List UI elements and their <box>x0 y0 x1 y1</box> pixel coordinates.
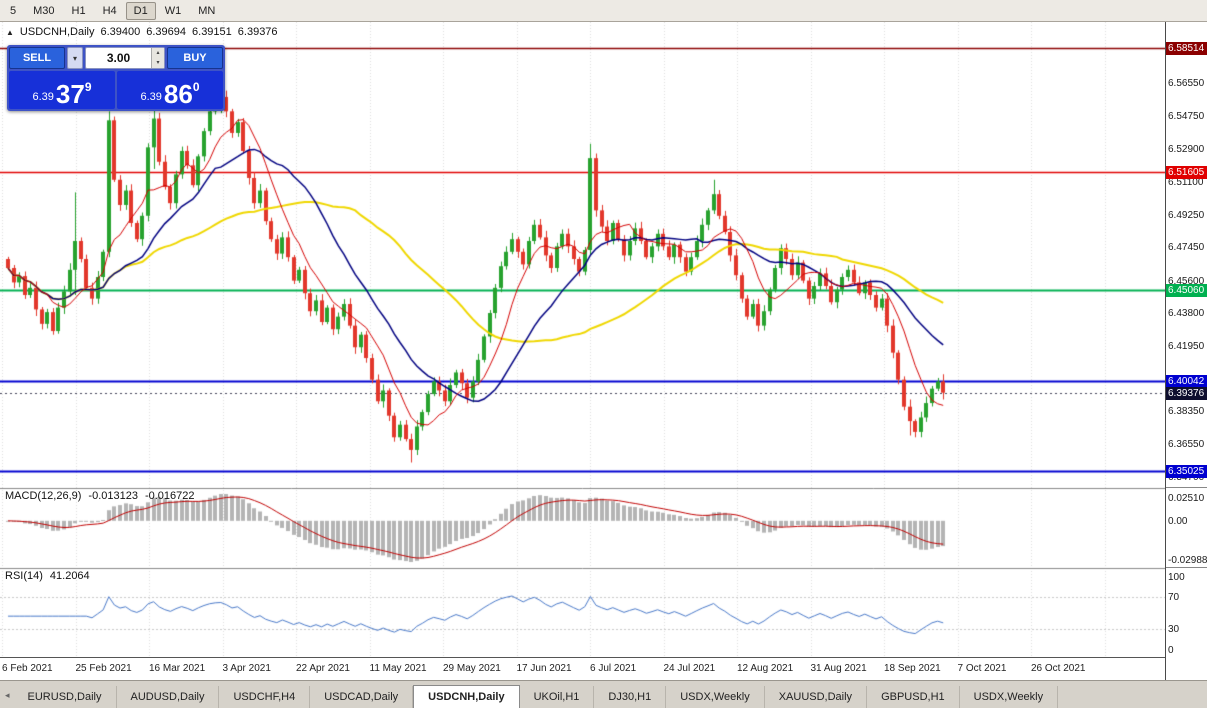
chart-tab-gbpusd-h1[interactable]: GBPUSD,H1 <box>867 686 960 708</box>
chart-tab-audusd-daily[interactable]: AUDUSD,Daily <box>117 686 220 708</box>
axis-tick-label: -0.02988 <box>1168 555 1207 566</box>
ask-prefix: 6.39 <box>140 91 162 103</box>
date-tick-label: 31 Aug 2021 <box>810 663 867 674</box>
panel-separator <box>1166 567 1207 568</box>
chart-tab-eurusd-daily[interactable]: EURUSD,Daily <box>14 686 117 708</box>
date-tick-label: 26 Oct 2021 <box>1031 663 1086 674</box>
volume-spinner[interactable]: 3.00 ▴ ▾ <box>85 47 165 69</box>
timeframe-button-w1[interactable]: W1 <box>164 4 182 17</box>
axis-tick-label: 6.56550 <box>1168 78 1205 89</box>
bid-price[interactable]: 6.39 37 9 <box>9 71 115 109</box>
axis-tick-label: 0.00 <box>1168 516 1188 527</box>
high-value: 6.39694 <box>146 26 187 38</box>
chart-tab-dj30-h1[interactable]: DJ30,H1 <box>594 686 667 708</box>
symbol-marker-icon: ▲ <box>6 27 14 37</box>
order-options-dropdown[interactable]: ▾ <box>67 47 83 69</box>
axis-tick-label: 6.54750 <box>1168 111 1205 122</box>
chart-tab-usdx-weekly[interactable]: USDX,Weekly <box>666 686 765 708</box>
chart-window: ▲ USDCNH,Daily 6.39400 6.39694 6.39151 6… <box>0 22 1207 680</box>
date-tick-label: 7 Oct 2021 <box>957 663 1007 674</box>
price-line-label: 6.45060 <box>1166 284 1207 297</box>
low-value: 6.39151 <box>192 26 232 38</box>
rsi-value: 41.2064 <box>49 570 90 582</box>
ask-big-digits: 86 <box>163 79 193 109</box>
date-tick-label: 17 Jun 2021 <box>516 663 572 674</box>
axis-tick-label: 6.51100 <box>1168 177 1204 188</box>
volume-decrease-icon[interactable]: ▾ <box>152 58 164 68</box>
price-line-label: 6.40042 <box>1166 375 1207 388</box>
date-tick-label: 12 Aug 2021 <box>737 663 794 674</box>
axis-tick-label: 6.43800 <box>1168 308 1205 319</box>
timeframe-button-mn[interactable]: MN <box>198 4 216 17</box>
chart-tab-usdchf-h4[interactable]: USDCHF,H4 <box>219 686 311 708</box>
tab-scroll-left-icon[interactable]: ◂ <box>5 690 10 700</box>
chart-tab-usdcad-daily[interactable]: USDCAD,Daily <box>310 686 414 708</box>
bid-prefix: 6.39 <box>32 91 54 103</box>
axis-tick-label: 0 <box>1168 645 1174 656</box>
date-tick-label: 6 Feb 2021 <box>2 663 53 674</box>
panel-separator <box>1166 487 1207 488</box>
date-tick-label: 3 Apr 2021 <box>222 663 271 674</box>
axis-tick-label: 6.41950 <box>1168 341 1205 352</box>
macd-header: MACD(12,26,9) -0.013123 -0.016722 <box>5 490 195 502</box>
axis-tick-label: 6.36550 <box>1168 439 1205 450</box>
macd-name: MACD(12,26,9) <box>5 490 82 502</box>
date-tick-label: 22 Apr 2021 <box>296 663 350 674</box>
symbol-period-label: USDCNH,Daily <box>19 26 95 38</box>
chevron-down-icon: ▾ <box>72 53 77 63</box>
timeframe-toolbar: 5 M30 H1 H4 D1 W1 MN <box>0 0 1207 22</box>
ask-price[interactable]: 6.39 86 0 <box>117 71 223 109</box>
axis-tick-label: 100 <box>1168 572 1185 583</box>
macd-signal-value: -0.016722 <box>144 490 195 502</box>
volume-value[interactable]: 3.00 <box>106 51 131 65</box>
bid-big-digits: 37 <box>55 79 85 109</box>
date-tick-label: 6 Jul 2021 <box>590 663 637 674</box>
price-line-label: 6.35025 <box>1166 465 1207 478</box>
chart-tab-bar: ◂ EURUSD,Daily AUDUSD,Daily USDCHF,H4 USDCA… <box>0 680 1207 708</box>
price-line-label: 6.58514 <box>1166 42 1207 55</box>
axis-tick-label: 6.49250 <box>1168 210 1205 221</box>
chart-tab-list: EURUSD,Daily AUDUSD,Daily USDCHF,H4 USDCAD,… <box>14 685 1059 708</box>
ask-pip-digit: 0 <box>192 80 200 94</box>
date-tick-label: 25 Feb 2021 <box>75 663 132 674</box>
axis-tick-label: 70 <box>1168 592 1180 603</box>
axis-tick-label: 6.45600 <box>1168 276 1205 287</box>
chart-tab-usdx-weekly[interactable]: USDX,Weekly <box>960 686 1059 708</box>
rsi-header: RSI(14) 41.2064 <box>5 570 90 582</box>
time-axis[interactable]: 6 Feb 2021 25 Feb 2021 16 Mar 2021 3 Apr 20… <box>0 657 1165 680</box>
timeframe-button-m30[interactable]: M30 <box>33 4 55 17</box>
price-axis[interactable]: 6.56550 6.54750 6.52900 6.51100 6.49250 6.474… <box>1165 22 1207 680</box>
date-tick-label: 24 Jul 2021 <box>663 663 716 674</box>
price-chart-canvas[interactable] <box>0 22 1165 657</box>
timeframe-button-d1[interactable]: D1 <box>125 1 156 20</box>
buy-button[interactable]: BUY <box>167 47 223 69</box>
axis-tick-label: 30 <box>1168 624 1180 635</box>
open-value: 6.39400 <box>100 26 141 38</box>
macd-main-value: -0.013123 <box>88 490 138 502</box>
close-value: 6.39376 <box>237 26 278 38</box>
timeframe-button-h4[interactable]: H4 <box>102 4 117 17</box>
chart-tab-ukoil-h1[interactable]: UKOil,H1 <box>520 686 595 708</box>
date-tick-label: 11 May 2021 <box>369 663 427 674</box>
current-price-label: 6.39376 <box>1166 387 1207 400</box>
timeframe-button-h1[interactable]: H1 <box>71 4 86 17</box>
date-tick-label: 29 May 2021 <box>443 663 501 674</box>
sell-button[interactable]: SELL <box>9 47 65 69</box>
ohlc-readout: ▲ USDCNH,Daily 6.39400 6.39694 6.39151 6… <box>6 26 278 38</box>
axis-tick-label: 6.38350 <box>1168 406 1205 417</box>
date-tick-label: 16 Mar 2021 <box>149 663 206 674</box>
one-click-trading-panel: SELL ▾ 3.00 ▴ ▾ BUY 6.39 37 9 6.39 86 0 <box>7 45 225 111</box>
bid-pip-digit: 9 <box>84 80 92 94</box>
volume-increase-icon[interactable]: ▴ <box>152 48 164 58</box>
timeframe-button-group: 5 M30 H1 H4 D1 W1 MN <box>2 1 224 20</box>
price-line-label: 6.51605 <box>1166 166 1207 179</box>
rsi-name: RSI(14) <box>5 570 43 582</box>
axis-tick-label: 0.02510 <box>1168 493 1205 504</box>
chart-tab-xauusd-daily[interactable]: XAUUSD,Daily <box>765 686 868 708</box>
date-tick-label: 18 Sep 2021 <box>884 663 941 674</box>
chart-tab-usdcnh-daily[interactable]: USDCNH,Daily <box>413 685 520 708</box>
axis-tick-label: 6.47450 <box>1168 242 1205 253</box>
axis-tick-label: 6.52900 <box>1168 144 1205 155</box>
timeframe-button-5[interactable]: 5 <box>10 4 17 17</box>
